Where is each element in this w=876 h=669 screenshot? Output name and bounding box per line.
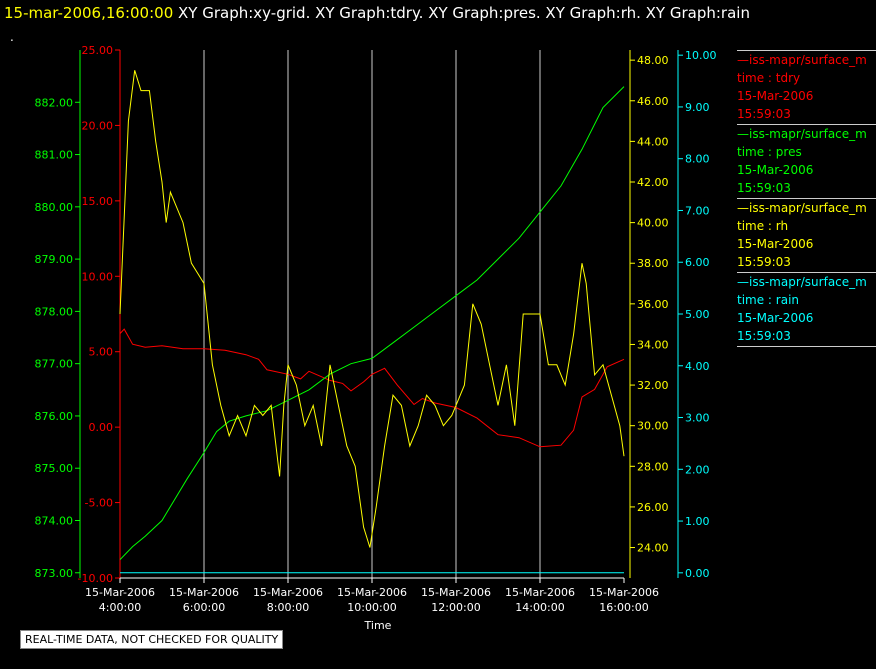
legend-source: —iss-mapr/surface_m — [737, 127, 867, 141]
rain-tick-label: 7.00 — [685, 204, 710, 217]
tdry-tick-label: 15.00 — [82, 195, 114, 208]
legend-date: 15-Mar-2006 — [737, 311, 814, 325]
rh-tick-label: 32.00 — [637, 379, 669, 392]
pres-tick-label: 877.00 — [35, 358, 74, 371]
tdry-tick-label: 10.00 — [82, 270, 114, 283]
pres-tick-label: 875.00 — [35, 462, 74, 475]
legend-date: 15-Mar-2006 — [737, 163, 814, 177]
rh-tick-label: 40.00 — [637, 217, 669, 230]
rain-tick-label: 9.00 — [685, 101, 710, 114]
x-tick-time: 4:00:00 — [99, 601, 141, 614]
pres-tick-label: 874.00 — [35, 514, 74, 527]
tdry-tick-label: -5.00 — [85, 497, 113, 510]
rh-tick-label: 24.00 — [637, 542, 669, 555]
legend-date: 15-Mar-2006 — [737, 89, 814, 103]
rh-tick-label: 26.00 — [637, 501, 669, 514]
rh-tick-label: 36.00 — [637, 298, 669, 311]
pres-tick-label: 882.00 — [35, 96, 74, 109]
pres-tick-label: 878.00 — [35, 305, 74, 318]
rh-tick-label: 38.00 — [637, 257, 669, 270]
pres-tick-label: 879.00 — [35, 253, 74, 266]
x-tick-time: 16:00:00 — [599, 601, 648, 614]
rain-tick-label: 0.00 — [685, 567, 710, 580]
legend-var: time : tdry — [737, 71, 801, 85]
legend: —iss-mapr/surface_m time : tdry 15-Mar-200… — [737, 50, 876, 347]
legend-time: 15:59:03 — [737, 181, 791, 195]
legend-source: —iss-mapr/surface_m — [737, 53, 867, 67]
legend-var: time : rh — [737, 219, 789, 233]
rain-tick-label: 2.00 — [685, 463, 710, 476]
tdry-tick-label: -10.00 — [78, 572, 113, 585]
quality-notice: REAL-TIME DATA, NOT CHECKED FOR QUALITY — [20, 630, 284, 649]
x-tick-date: 15-Mar-2006 — [505, 586, 575, 599]
rain-tick-label: 6.00 — [685, 256, 710, 269]
rain-tick-label: 1.00 — [685, 515, 710, 528]
x-tick-date: 15-Mar-2006 — [337, 586, 407, 599]
rh-tick-label: 44.00 — [637, 135, 669, 148]
tdry-tick-label: 0.00 — [89, 421, 114, 434]
rain-tick-label: 8.00 — [685, 153, 710, 166]
rh-series-line — [119, 70, 625, 548]
rh-tick-label: 42.00 — [637, 176, 669, 189]
legend-time: 15:59:03 — [737, 107, 791, 121]
legend-var: time : rain — [737, 293, 800, 307]
legend-date: 15-Mar-2006 — [737, 237, 814, 251]
rh-tick-label: 30.00 — [637, 420, 669, 433]
title-dot: . — [10, 30, 14, 44]
rh-tick-label: 28.00 — [637, 460, 669, 473]
pres-tick-label: 881.00 — [35, 149, 74, 162]
x-tick-time: 10:00:00 — [347, 601, 396, 614]
legend-source: —iss-mapr/surface_m — [737, 201, 867, 215]
title-timestamp: 15-mar-2006,16:00:00 — [4, 4, 174, 22]
rain-tick-label: 10.00 — [685, 49, 717, 62]
x-tick-time: 6:00:00 — [183, 601, 225, 614]
rain-tick-label: 4.00 — [685, 360, 710, 373]
legend-time: 15:59:03 — [737, 329, 791, 343]
x-axis-label: Time — [364, 619, 392, 632]
tdry-tick-label: 20.00 — [82, 119, 114, 132]
rh-tick-label: 46.00 — [637, 95, 669, 108]
rain-tick-label: 5.00 — [685, 308, 710, 321]
x-tick-time: 14:00:00 — [515, 601, 564, 614]
x-tick-date: 15-Mar-2006 — [85, 586, 155, 599]
x-tick-date: 15-Mar-2006 — [253, 586, 323, 599]
rh-tick-label: 48.00 — [637, 54, 669, 67]
x-tick-time: 8:00:00 — [267, 601, 309, 614]
tdry-tick-label: 5.00 — [89, 346, 114, 359]
pres-tick-label: 880.00 — [35, 201, 74, 214]
x-tick-time: 12:00:00 — [431, 601, 480, 614]
pres-tick-label: 873.00 — [35, 567, 74, 580]
tdry-tick-label: 25.00 — [82, 44, 114, 57]
rain-tick-label: 3.00 — [685, 412, 710, 425]
title-graph-list: XY Graph:xy-grid. XY Graph:tdry. XY Grap… — [178, 4, 750, 22]
rh-tick-label: 34.00 — [637, 338, 669, 351]
x-tick-date: 15-Mar-2006 — [589, 586, 659, 599]
pres-series-line — [119, 86, 625, 561]
tdry-series-line — [119, 328, 625, 448]
legend-source: —iss-mapr/surface_m — [737, 275, 867, 289]
window-title: 15-mar-2006,16:00:00 XY Graph:xy-grid. X… — [4, 4, 750, 22]
legend-time: 15:59:03 — [737, 255, 791, 269]
pres-tick-label: 876.00 — [35, 410, 74, 423]
legend-var: time : pres — [737, 145, 802, 159]
x-tick-date: 15-Mar-2006 — [169, 586, 239, 599]
x-tick-date: 15-Mar-2006 — [421, 586, 491, 599]
